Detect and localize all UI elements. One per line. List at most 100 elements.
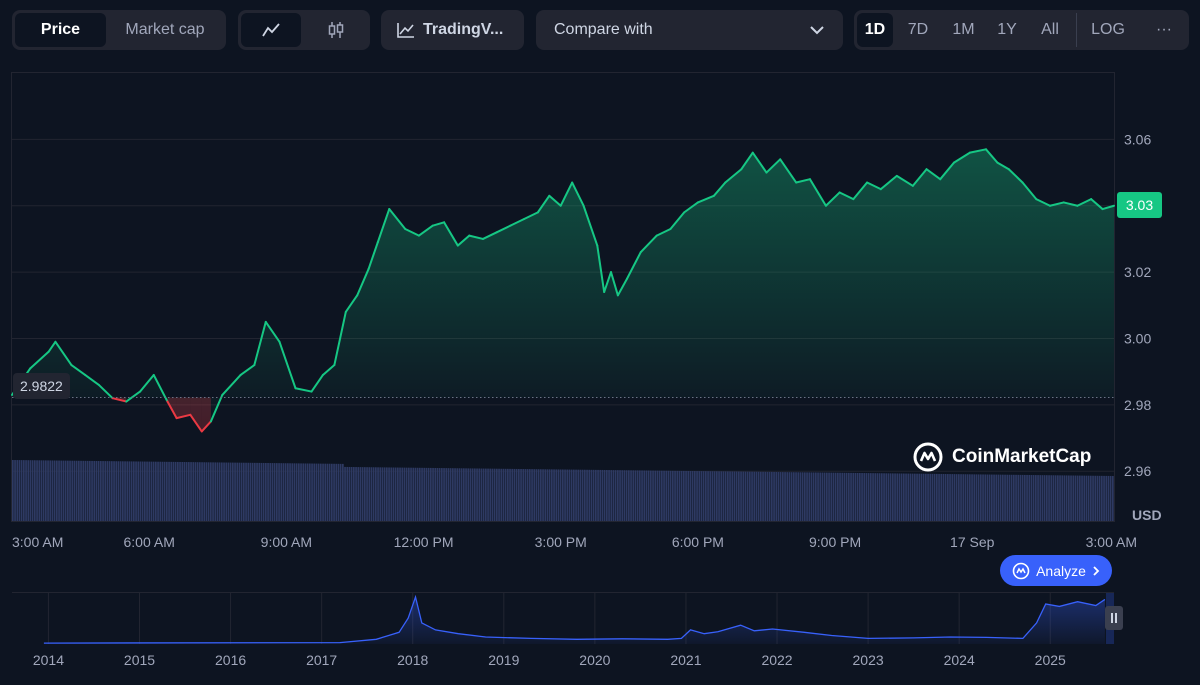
tab-market-cap[interactable]: Market cap [125, 21, 205, 38]
volume-bar [331, 463, 333, 521]
log-scale-toggle[interactable]: LOG [1076, 13, 1139, 47]
volume-bar [854, 472, 857, 521]
volume-bar [271, 463, 274, 521]
volume-bar [546, 469, 549, 521]
volume-bar [443, 468, 445, 521]
analyze-button[interactable]: Analyze [1000, 555, 1112, 586]
volume-bar [911, 473, 914, 521]
volume-bar [397, 467, 399, 521]
volume-bar [40, 460, 43, 521]
more-options-button[interactable]: ··· [1156, 21, 1172, 38]
price-line-segment [1021, 181, 1038, 201]
price-line-segment [795, 178, 811, 184]
current-price-label: 3.03 [1117, 192, 1162, 218]
volume-bar [779, 472, 782, 521]
range-navigator[interactable]: 2014 2015 2016 2017 2018 2019 2020 2021 2022 2023… [12, 592, 1114, 669]
volume-bar [790, 472, 793, 521]
volume-bar [106, 461, 109, 521]
y-tick-label: 3.06 [1124, 131, 1151, 147]
price-line-segment [367, 241, 379, 270]
volume-bar [584, 469, 586, 521]
price-line-segment [1101, 204, 1115, 211]
volume-bar [408, 467, 410, 521]
volume-bar [172, 461, 175, 521]
volume-bar [806, 472, 808, 521]
volume-bar [148, 461, 151, 521]
volume-bar [249, 462, 252, 521]
range-1m[interactable]: 1M [952, 21, 975, 38]
volume-bar [839, 472, 841, 521]
volume-bar [533, 469, 536, 521]
range-all[interactable]: All [1041, 21, 1059, 38]
price-line-segment [925, 168, 942, 181]
tradingview-button[interactable]: TradingV... [381, 10, 524, 50]
volume-bar [485, 468, 487, 521]
volume-bar [269, 463, 272, 521]
volume-bar [597, 469, 599, 521]
volume-bar [91, 460, 93, 521]
compare-with-dropdown[interactable]: Compare with [536, 10, 843, 50]
price-area-down [190, 397, 202, 432]
volume-bar [867, 473, 870, 521]
volume-bar [925, 473, 927, 521]
volume-bar [592, 469, 595, 521]
volume-bar [889, 473, 892, 521]
volume-bar [471, 468, 474, 521]
candlestick-chart-button[interactable] [306, 13, 366, 47]
price-line-segment [582, 204, 599, 247]
navigator-year-label: 2025 [1035, 652, 1066, 668]
navigator-year-label: 2020 [579, 652, 610, 668]
volume-bar [762, 471, 764, 521]
line-chart-button[interactable] [241, 13, 301, 47]
volume-bar [141, 461, 144, 521]
volume-bar [260, 462, 263, 521]
navigator-year-label: 2019 [488, 652, 519, 668]
volume-bar [403, 467, 406, 521]
price-line-segment [456, 234, 471, 247]
volume-bar [837, 472, 839, 521]
volume-bar [625, 470, 628, 521]
volume-bar [460, 468, 463, 521]
chart-type-tabs: Price Market cap [12, 10, 226, 50]
volume-bar [441, 468, 443, 521]
range-1d[interactable]: 1D [857, 13, 893, 47]
volume-bar [276, 463, 278, 521]
volume-bars [12, 460, 1114, 521]
volume-bar [62, 460, 65, 521]
price-line-segment [751, 151, 768, 174]
volume-bar [108, 461, 111, 521]
volume-bar [355, 467, 357, 521]
volume-bar [771, 471, 773, 521]
volume-bar [680, 470, 683, 521]
volume-bar [344, 466, 346, 521]
range-1y[interactable]: 1Y [997, 21, 1017, 38]
volume-bar [962, 474, 965, 521]
volume-bar [940, 473, 943, 521]
volume-bar [16, 460, 19, 521]
volume-bar [812, 472, 815, 521]
volume-bar [366, 467, 368, 521]
price-area [11, 148, 1115, 433]
volume-bar [51, 460, 54, 521]
volume-bar [416, 467, 419, 521]
volume-bar [465, 468, 467, 521]
volume-bar [966, 474, 969, 521]
volume-bar [955, 474, 958, 521]
navigator-handle[interactable] [1105, 606, 1123, 630]
volume-bar [287, 463, 289, 521]
range-7d[interactable]: 7D [907, 21, 929, 38]
volume-bar [339, 463, 342, 521]
volume-bar [1041, 475, 1044, 521]
volume-bar [566, 469, 569, 521]
volume-bar [256, 462, 258, 521]
volume-bar [333, 463, 335, 521]
price-line-segment [468, 234, 484, 240]
volume-bar [944, 474, 947, 521]
volume-bar [775, 472, 778, 521]
volume-bar [559, 469, 562, 521]
volume-bar [830, 472, 833, 521]
tab-price[interactable]: Price [15, 13, 106, 47]
volume-bar [832, 472, 835, 521]
price-line-segment [1048, 201, 1065, 207]
